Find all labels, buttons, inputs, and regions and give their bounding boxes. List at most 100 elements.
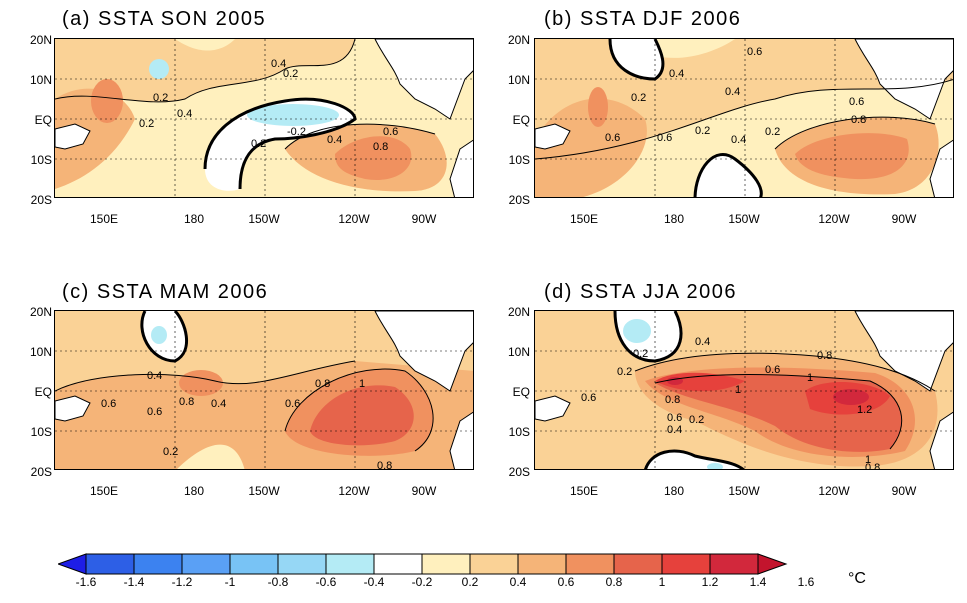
contour-line	[55, 39, 356, 103]
lat-label: 20S	[30, 465, 52, 479]
lon-label: 120W	[818, 212, 850, 226]
colorbar-tick-label: 1.6	[797, 575, 815, 589]
lon-label: 180	[663, 484, 685, 498]
contour-label: 0.8	[865, 462, 880, 470]
colorbar-swatch	[85, 553, 135, 575]
lat-label: 20N	[507, 33, 530, 47]
colorbar-swatch	[613, 553, 663, 575]
land-central-america	[374, 39, 473, 120]
contour-line	[634, 352, 936, 392]
lat-label: 20N	[507, 305, 530, 319]
lat-label: 20S	[508, 193, 530, 207]
contour-label: 0.4	[147, 370, 162, 382]
lon-label: 120W	[338, 484, 370, 498]
contour-line	[535, 79, 953, 160]
colorbar-tick-label: -1	[224, 575, 236, 589]
contour-label: 0.4	[669, 68, 684, 80]
colorbar-tick-label: -0.2	[411, 575, 433, 589]
colorbar-arrow-right	[757, 553, 788, 575]
lon-label: 150E	[89, 212, 119, 226]
colorbar-tick-label: -1.4	[123, 575, 145, 589]
contour-label: 0.2	[163, 446, 178, 458]
shade-neg-0-2	[623, 319, 651, 343]
contour-label: 0.8	[373, 141, 388, 153]
lon-label: 150W	[728, 484, 760, 498]
panel-title: (b) SSTA DJF 2006	[544, 8, 742, 30]
land-central-america	[374, 311, 473, 392]
contour-label: 0.6	[147, 406, 162, 418]
colorbar-tick-label: -0.8	[267, 575, 289, 589]
contour-label: 0.2	[695, 125, 710, 137]
colorbar-swatch	[325, 553, 375, 575]
contour-label: 0.2	[283, 68, 298, 80]
lon-label: 150E	[569, 484, 599, 498]
land-south-america	[449, 139, 473, 197]
sst-anomaly-map: 0.6 0.4 0.2 0.4 0.6 0.6 0.2 0.2 0.4 0.6 …	[534, 38, 954, 198]
colorbar	[58, 553, 788, 575]
land-central-america	[854, 311, 953, 392]
sst-anomaly-map: 0.4 0.6 0.6 0.8 0.4 0.8 0.6 1 0.2 0.8	[54, 310, 474, 470]
lon-label: 180	[663, 212, 685, 226]
lat-label: 20S	[30, 193, 52, 207]
sst-anomaly-map: 0.2 0.2 0.4 0.6 0.8 1 0.8 1 0.6 0.4 0.2 …	[534, 310, 954, 470]
shade-neg-0-2	[149, 59, 169, 79]
land-south-america	[929, 139, 953, 197]
colorbar-tick-label: 0.6	[557, 575, 575, 589]
contour-label: 0.6	[581, 392, 596, 404]
contour-line	[774, 116, 936, 150]
contour-label: 1	[865, 454, 871, 466]
lat-label: 20S	[508, 465, 530, 479]
contour-label: 0.6	[747, 46, 762, 58]
zero-contour	[203, 97, 357, 190]
contour-label: 1.2	[857, 404, 872, 416]
colorbar-swatch	[133, 553, 183, 575]
colorbar-tick-label: 1.2	[701, 575, 719, 589]
colorbar-swatch	[469, 553, 519, 575]
zero-contour	[608, 39, 665, 81]
colorbar-tick-label: 0.8	[605, 575, 623, 589]
colorbar-tick-label: -0.6	[315, 575, 337, 589]
shade-1-4	[833, 389, 869, 405]
land-new-guinea	[55, 395, 91, 422]
colorbar-swatch	[709, 553, 759, 575]
shade-neg-0-2	[247, 104, 339, 126]
colorbar-arrow-left	[58, 553, 87, 575]
contour-label: 0.8	[817, 350, 832, 362]
lon-label: 120W	[818, 484, 850, 498]
contour-label: 0.4	[695, 336, 710, 348]
contour-label: 1	[359, 378, 365, 390]
contour-label: 0.4	[211, 398, 226, 410]
colorbar-swatch	[229, 553, 279, 575]
lon-label: 150E	[569, 212, 599, 226]
lat-label: 10S	[508, 425, 530, 439]
colorbar-tick-label: 0.4	[509, 575, 527, 589]
contour-label: 0.6	[667, 412, 682, 424]
contour-label: 0.6	[383, 126, 398, 138]
colorbar-tick-label: 1	[658, 575, 666, 589]
shade-neutral	[695, 154, 762, 197]
colorbar-tick-label: 0.2	[461, 575, 479, 589]
lat-label: EQ	[512, 385, 530, 399]
lat-label: 10N	[29, 73, 52, 87]
colorbar-swatch	[373, 553, 423, 575]
contour-label: -0.2	[287, 126, 306, 138]
contour-label: 0.2	[631, 92, 646, 104]
colorbar-tick-label: -0.4	[363, 575, 385, 589]
lat-label: 10N	[507, 345, 530, 359]
shade-0-4	[55, 39, 355, 102]
contour-label: 0.8	[315, 378, 330, 390]
shade-1	[310, 385, 414, 446]
colorbar-swatch	[181, 553, 231, 575]
colorbar-swatch	[565, 553, 615, 575]
colorbar-swatch	[277, 553, 327, 575]
contour-line	[284, 123, 436, 150]
panel-title: (c) SSTA MAM 2006	[62, 281, 269, 303]
contour-label: 1	[735, 384, 741, 396]
panel-title: (a) SSTA SON 2005	[62, 8, 267, 30]
sst-anomaly-map: 0.2 0.4 0.2 0.4 0.2 -0.2 0.2 0.4 0.6 0.8	[54, 38, 474, 198]
contour-label: 0.6	[605, 132, 620, 144]
contour-label: 0.2	[689, 414, 704, 426]
lat-label: 10N	[507, 73, 530, 87]
shade-neg-0-2	[151, 326, 167, 344]
contour-label: 0.2	[633, 348, 648, 360]
